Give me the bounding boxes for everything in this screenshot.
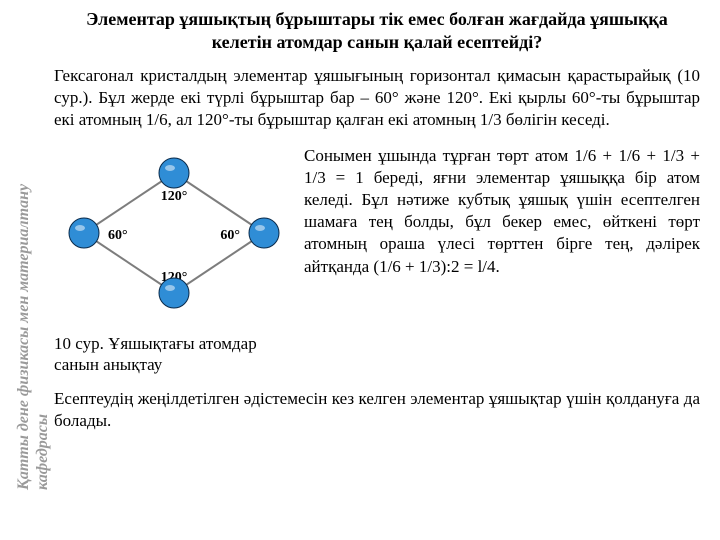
rhombus-diagram: 120°120°60°60°	[54, 145, 294, 325]
paragraph-1: Гексагонал кристалдың элементар ұяшығыны…	[54, 65, 700, 131]
figure-row: 120°120°60°60° 10 сур. Ұяшықтағы атомдар…	[54, 145, 700, 376]
atom-node	[159, 278, 189, 308]
department-sidebar: Қатты дене физикасы мен материалтанукафе…	[14, 184, 52, 490]
angle-label: 60°	[108, 228, 128, 243]
page-title: Элементар ұяшықтың бұрыштары тік емес бо…	[54, 8, 700, 55]
atom-highlight	[165, 165, 175, 171]
diagram-edge	[174, 173, 264, 233]
figure-text-column: Сонымен ұшында тұрған төрт атом 1/6 + 1/…	[294, 145, 700, 284]
angle-label: 120°	[161, 189, 188, 204]
figure-caption: 10 сур. Ұяшықтағы атомдар санын анықтау	[54, 333, 294, 376]
paragraph-3: Есептеудің жеңілдетілген әдістемесін кез…	[54, 388, 700, 432]
figure-column: 120°120°60°60° 10 сур. Ұяшықтағы атомдар…	[54, 145, 294, 376]
page-content: Элементар ұяшықтың бұрыштары тік емес бо…	[54, 8, 700, 438]
angle-label: 60°	[220, 228, 240, 243]
atom-node	[69, 218, 99, 248]
atom-highlight	[75, 225, 85, 231]
paragraph-2: Сонымен ұшында тұрған төрт атом 1/6 + 1/…	[304, 145, 700, 278]
atom-highlight	[255, 225, 265, 231]
atom-node	[249, 218, 279, 248]
sidebar-line: Қатты дене физикасы мен материалтанукафе…	[15, 184, 51, 490]
diagram-edge	[174, 233, 264, 293]
atom-highlight	[165, 285, 175, 291]
atom-node	[159, 158, 189, 188]
